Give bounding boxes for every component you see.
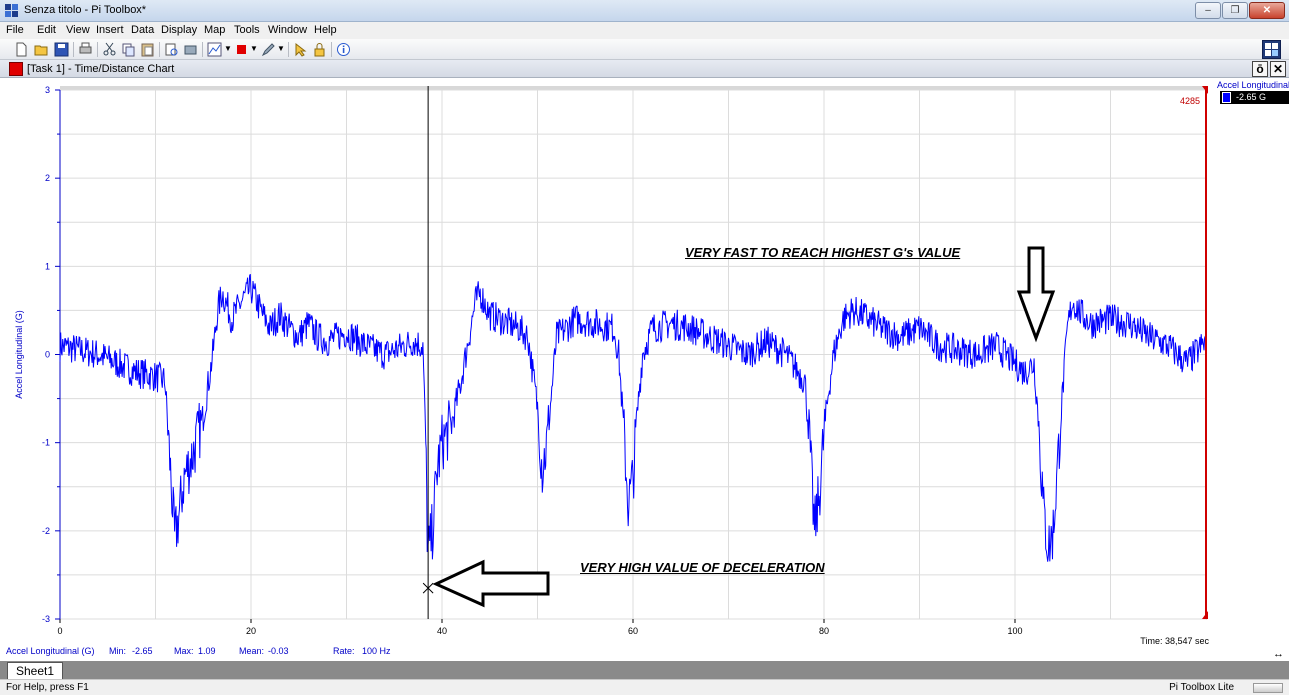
plot-top-strip	[60, 86, 1206, 90]
y-tick-label: -1	[42, 438, 50, 448]
x-tick-label: 100	[1007, 626, 1022, 636]
task-color-icon	[9, 62, 23, 76]
end-marker-label: 4285	[1180, 96, 1200, 106]
window-titlebar: Senza titolo - Pi Toolbox* ‒ ❐ ✕	[0, 0, 1289, 22]
about-icon[interactable]	[336, 42, 351, 57]
menu-help[interactable]: Help	[314, 24, 337, 36]
save-icon[interactable]	[54, 42, 69, 57]
color-icon[interactable]	[234, 42, 249, 57]
x-tick-label: 60	[628, 626, 638, 636]
legend-value: -2.65 G	[1220, 91, 1289, 104]
main-toolbar: ▼ ▼ ▼	[0, 39, 1289, 60]
y-tick-label: 0	[45, 350, 50, 360]
y-tick-label: 3	[45, 85, 50, 95]
x-tick-label: 20	[246, 626, 256, 636]
new-file-icon[interactable]	[14, 42, 29, 57]
color-dropdown-icon[interactable]: ▼	[250, 44, 258, 53]
y-tick-label: 1	[45, 261, 50, 271]
export-icon[interactable]	[183, 42, 198, 57]
x-tick-label: 80	[819, 626, 829, 636]
menu-view[interactable]: View	[66, 24, 90, 36]
annotation-arrow-down	[1016, 246, 1056, 343]
chart-window-title: [Task 1] - Time/Distance Chart	[27, 63, 175, 75]
annotation-top: VERY FAST TO REACH HIGHEST G's VALUE	[685, 245, 961, 260]
y-tick-label: -2	[42, 526, 50, 536]
cut-icon[interactable]	[102, 42, 117, 57]
y-tick-label: -3	[42, 614, 50, 624]
lock-icon[interactable]	[312, 42, 327, 57]
layout-icon[interactable]	[1262, 40, 1281, 59]
open-folder-icon[interactable]	[34, 42, 49, 57]
status-help-text: For Help, press F1	[6, 682, 89, 693]
status-bar: For Help, press F1 Pi Toolbox Lite	[0, 679, 1289, 695]
menu-display[interactable]: Display	[161, 24, 198, 36]
copy-icon[interactable]	[121, 42, 136, 57]
stats-max-value: 1.09	[198, 646, 216, 656]
stats-min-label: Min:	[109, 646, 127, 656]
sheet-tab[interactable]: Sheet1	[7, 662, 64, 679]
end-marker-top	[1202, 86, 1208, 94]
chart-close-icon[interactable]: ✕	[1270, 61, 1286, 77]
pen-icon[interactable]	[261, 42, 276, 57]
menu-map[interactable]: Map	[204, 24, 226, 36]
app-logo-icon	[5, 4, 19, 18]
chart-window-titlebar: [Task 1] - Time/Distance Chart ō ✕	[0, 60, 1289, 78]
stats-channel: Accel Longitudinal (G)	[6, 646, 95, 656]
cursor-marker	[422, 582, 434, 594]
horizontal-resize-icon[interactable]: ↔	[1273, 648, 1284, 660]
annotation-bottom: VERY HIGH VALUE OF DECELERATION	[580, 560, 825, 575]
minimize-icon[interactable]: ‒	[1195, 2, 1221, 19]
stats-mean-value: -0.03	[268, 646, 289, 656]
x-tick-label: 40	[437, 626, 447, 636]
chart-type-icon[interactable]	[207, 42, 222, 57]
print-preview-icon[interactable]	[164, 42, 179, 57]
legend-swatch	[1222, 92, 1231, 103]
close-icon[interactable]: ✕	[1249, 2, 1285, 19]
stats-max-label: Max:	[174, 646, 194, 656]
stats-rate-value: 100 Hz	[362, 646, 391, 656]
paste-icon[interactable]	[140, 42, 155, 57]
legend-label: Accel Longitudinal	[1217, 80, 1289, 90]
annotation-arrow-left	[432, 559, 550, 608]
channel-legend[interactable]: Accel Longitudinal -2.65 G	[1217, 80, 1289, 104]
pointer-icon[interactable]	[293, 42, 308, 57]
time-readout: Time: 38,547 sec	[1140, 636, 1209, 646]
legend-value-text: -2.65 G	[1236, 92, 1267, 102]
end-marker-bottom	[1202, 611, 1208, 619]
y-tick-label: 2	[45, 173, 50, 183]
x-tick-label: 0	[57, 626, 62, 636]
stats-mean-label: Mean:	[239, 646, 265, 656]
time-distance-chart[interactable]: 0 20 40 60 80 100 -3 -2 -1 0 1 2 3 Accel Longitudinal…	[0, 78, 1289, 661]
menu-file[interactable]: File	[6, 24, 24, 36]
menu-window[interactable]: Window	[268, 24, 308, 36]
chart-area[interactable]: 0 20 40 60 80 100 -3 -2 -1 0 1 2 3 Accel Longitudinal…	[0, 78, 1289, 661]
pin-icon[interactable]: ō	[1252, 61, 1268, 77]
window-title: Senza titolo - Pi Toolbox*	[24, 4, 147, 16]
chart-type-dropdown-icon[interactable]: ▼	[224, 44, 232, 53]
pen-dropdown-icon[interactable]: ▼	[277, 44, 285, 53]
menu-insert[interactable]: Insert	[96, 24, 124, 36]
print-icon[interactable]	[78, 42, 93, 57]
menu-data[interactable]: Data	[131, 24, 155, 36]
stats-min-value: -2.65	[132, 646, 153, 656]
status-product-name: Pi Toolbox Lite	[1169, 682, 1234, 693]
restore-icon[interactable]: ❐	[1222, 2, 1248, 19]
sheet-bar: Sheet1	[0, 661, 1289, 679]
y-axis-label: Accel Longitudinal (G)	[14, 310, 24, 399]
status-grip-icon[interactable]	[1253, 683, 1283, 693]
stats-rate-label: Rate:	[333, 646, 355, 656]
menu-edit[interactable]: Edit	[37, 24, 56, 36]
series-accel-longitudinal	[59, 273, 1207, 562]
menu-bar: File Edit View Insert Data Display Map T…	[0, 22, 1289, 39]
menu-tools[interactable]: Tools	[234, 24, 260, 36]
